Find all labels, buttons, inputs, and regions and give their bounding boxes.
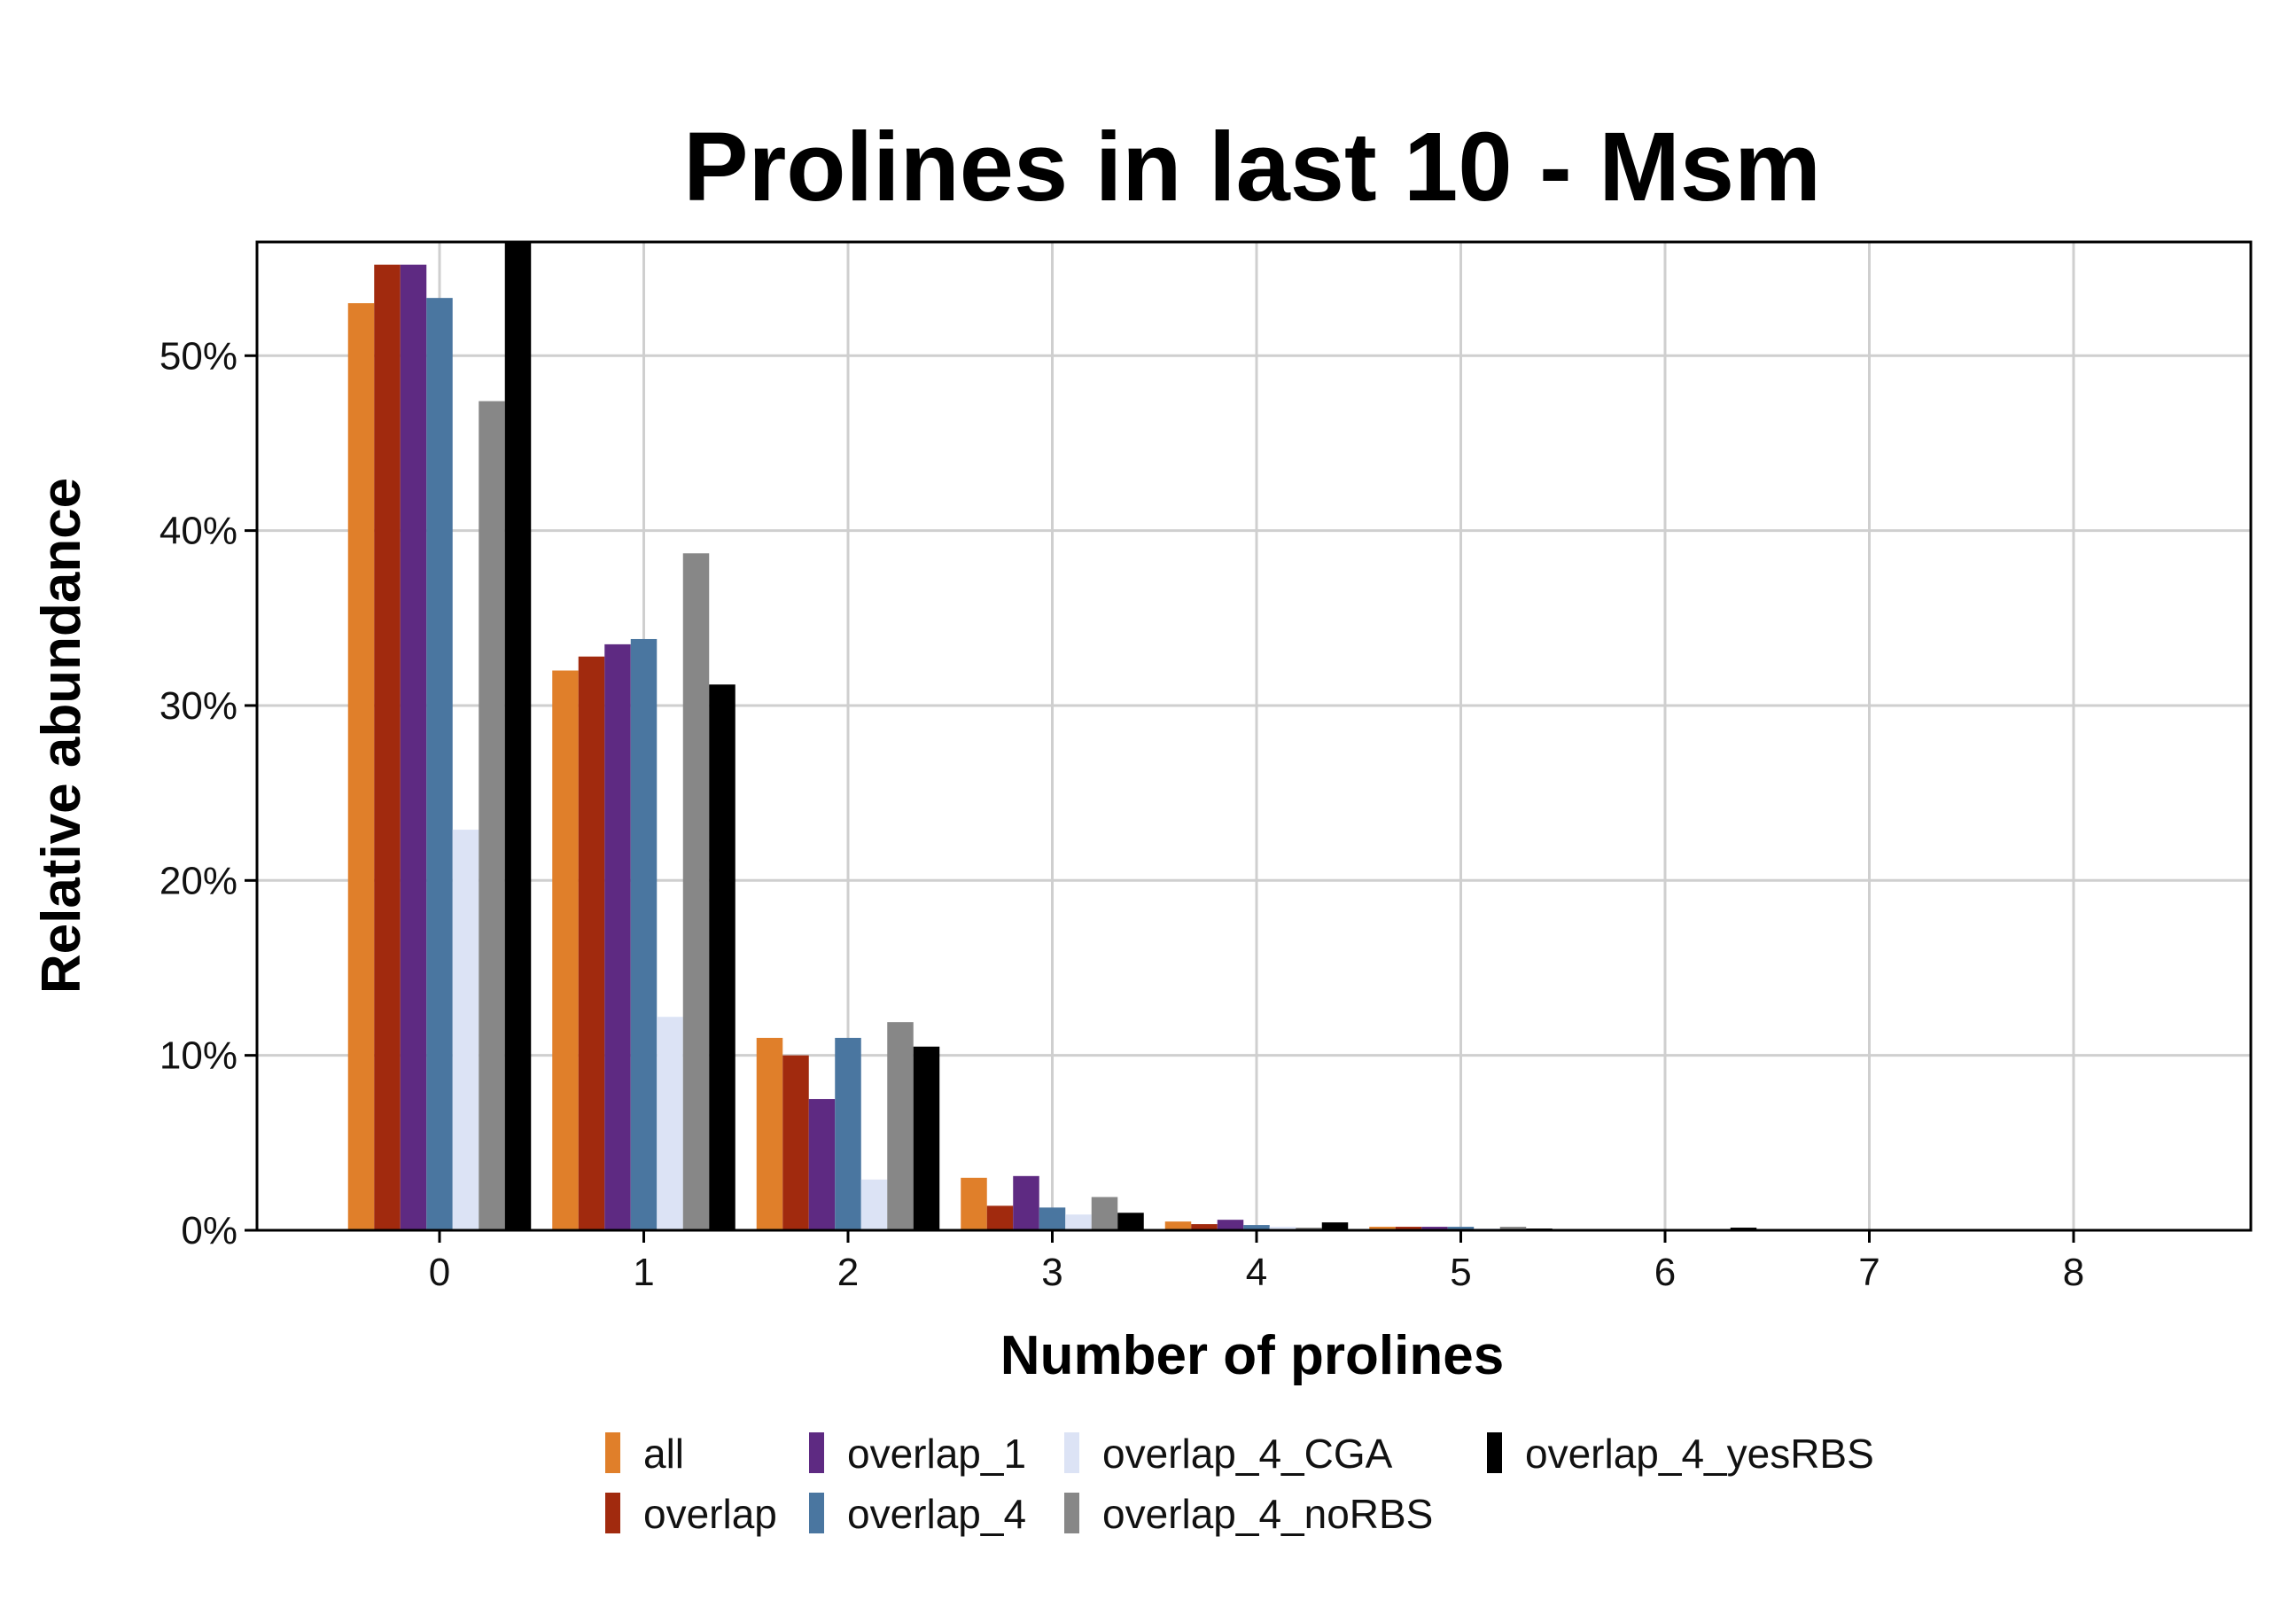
bar-overlap-1	[578, 656, 605, 1230]
legend-label-overlap_4_noRBS: overlap_4_noRBS	[1102, 1491, 1433, 1537]
y-tick-label: 30%	[160, 684, 237, 728]
legend-label-overlap_4_yesRBS: overlap_4_yesRBS	[1525, 1431, 1874, 1477]
bars	[347, 242, 2166, 1231]
legend-swatch-all	[605, 1432, 620, 1473]
legend-swatch-overlap_4	[809, 1493, 824, 1533]
bar-all-4	[1164, 1221, 1192, 1230]
bar-all-3	[961, 1177, 987, 1230]
x-axis-label: Number of prolines	[1000, 1325, 1504, 1386]
bar-overlap_1-2	[808, 1098, 836, 1230]
bar-all-0	[347, 303, 375, 1230]
bar-overlap_4_yesRBS-1	[709, 684, 735, 1230]
bar-overlap_4_CGA-1	[657, 1017, 683, 1230]
bar-overlap-3	[986, 1205, 1014, 1230]
legend-swatch-overlap_4_CGA	[1064, 1432, 1079, 1473]
legend-label-overlap_4_CGA: overlap_4_CGA	[1102, 1431, 1393, 1477]
bar-overlap_4_yesRBS-2	[913, 1046, 940, 1230]
bar-overlap_4_noRBS-0	[479, 401, 505, 1231]
x-tick-label: 3	[1041, 1251, 1062, 1294]
bar-overlap-0	[374, 264, 401, 1230]
legend-swatch-overlap_4_yesRBS	[1487, 1432, 1502, 1473]
bar-overlap_1-0	[400, 264, 427, 1230]
y-axis-ticks: 0% 10% 20% 30% 40% 50%	[160, 334, 257, 1252]
bar-overlap_4-4	[1243, 1225, 1270, 1230]
bar-overlap_1-1	[604, 644, 631, 1230]
legend-swatch-overlap_1	[809, 1432, 824, 1473]
bar-overlap_4_noRBS-5	[1499, 1227, 1527, 1230]
legend-label-overlap: overlap	[643, 1491, 777, 1537]
bar-overlap-2	[782, 1055, 809, 1230]
bar-overlap_4_noRBS-1	[682, 553, 710, 1230]
bar-overlap_4-1	[630, 638, 658, 1230]
x-tick-label: 2	[837, 1251, 859, 1294]
y-tick-label: 10%	[160, 1034, 237, 1078]
x-tick-label: 4	[1246, 1251, 1267, 1294]
plot-frame	[255, 240, 2253, 1232]
bar-overlap_4-5	[1447, 1227, 1475, 1230]
y-axis-label: Relative abundance	[31, 478, 92, 994]
legend-swatch-overlap	[605, 1493, 620, 1533]
bar-all-2	[756, 1037, 783, 1230]
bar-overlap_4_yesRBS-3	[1117, 1213, 1144, 1230]
x-tick-label: 8	[2063, 1251, 2084, 1294]
bar-overlap_4-0	[426, 298, 453, 1230]
bar-overlap_4-3	[1039, 1207, 1066, 1230]
legend: all overlap overlap_1 overlap_4 overlap_4_CG…	[605, 1431, 1874, 1537]
bar-overlap_1-3	[1013, 1175, 1039, 1230]
bar-all-1	[552, 670, 579, 1230]
bar-overlap_4_yesRBS-4	[1321, 1222, 1349, 1230]
bar-overlap_4_CGA-2	[860, 1179, 888, 1230]
bar-overlap_4_CGA-3	[1065, 1214, 1092, 1230]
chart-title: Prolines in last 10 - Msm	[683, 113, 1821, 222]
legend-label-all: all	[643, 1431, 684, 1477]
legend-label-overlap_4: overlap_4	[847, 1491, 1026, 1537]
bar-overlap_4_CGA-0	[452, 830, 479, 1230]
bar-overlap_1-5	[1421, 1227, 1448, 1230]
bar-overlap-4	[1191, 1224, 1218, 1230]
bar-overlap_1-4	[1217, 1220, 1244, 1230]
x-tick-label: 6	[1654, 1251, 1676, 1294]
bar-overlap_4_yesRBS-0	[504, 242, 532, 1230]
y-tick-label: 20%	[160, 859, 237, 902]
bar-overlap_4_noRBS-2	[887, 1022, 914, 1230]
x-tick-label: 5	[1450, 1251, 1471, 1294]
y-tick-label: 0%	[181, 1209, 237, 1252]
bar-overlap_4_noRBS-3	[1091, 1197, 1118, 1230]
y-tick-label: 50%	[160, 334, 237, 378]
x-tick-label: 0	[429, 1251, 450, 1294]
bar-overlap_4_CGA-4	[1269, 1227, 1296, 1230]
x-tick-label: 7	[1858, 1251, 1880, 1294]
legend-label-overlap_1: overlap_1	[847, 1431, 1026, 1477]
bar-all-5	[1369, 1227, 1396, 1230]
y-tick-label: 40%	[160, 510, 237, 553]
legend-swatch-overlap_4_noRBS	[1064, 1493, 1079, 1533]
bar-overlap_4-2	[835, 1037, 861, 1230]
bar-overlap-5	[1395, 1227, 1422, 1230]
x-tick-label: 1	[633, 1251, 654, 1294]
x-axis-ticks: 0 1 2 3 4 5 6 7 8	[429, 1230, 2084, 1294]
